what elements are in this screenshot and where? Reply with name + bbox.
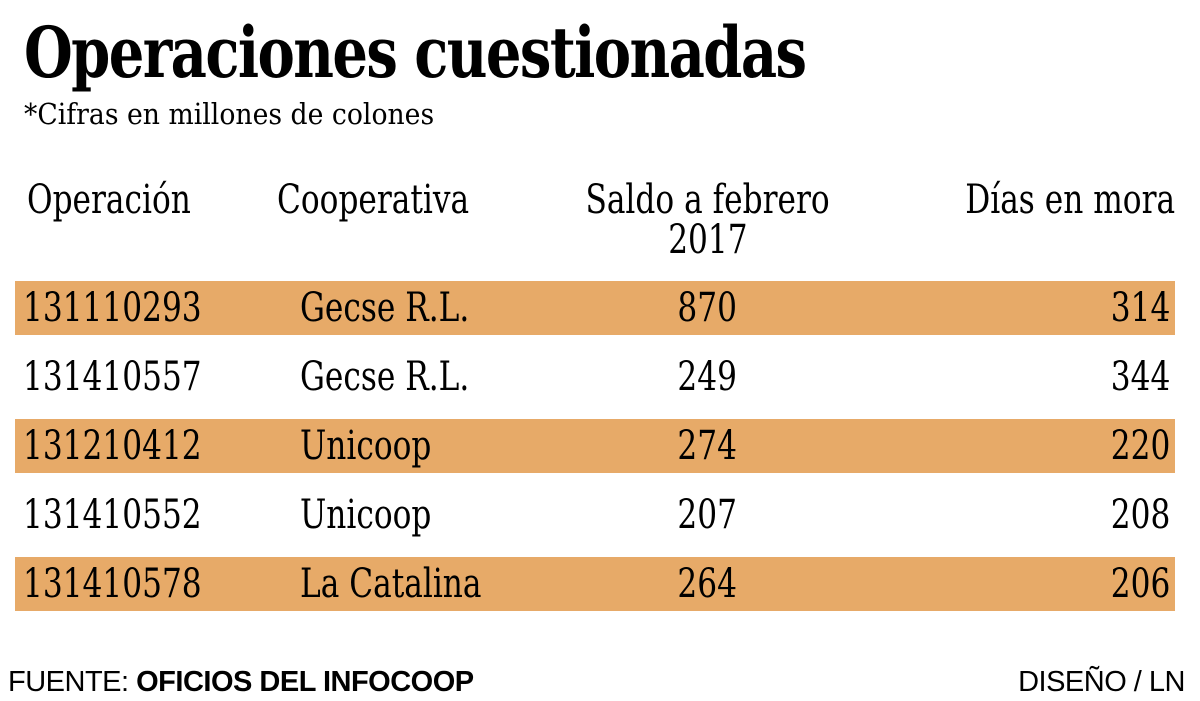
table-row: 131210412 Unicoop 274 220 — [15, 419, 1175, 473]
cell-operacion: 131410552 — [23, 492, 202, 538]
source-label: FUENTE: — [8, 666, 137, 698]
source-credit: FUENTE: OFICIOS DEL INFOCOOP — [8, 666, 474, 699]
cell-cooperativa: La Catalina — [300, 561, 482, 607]
cell-saldo: 207 — [677, 492, 738, 538]
cell-cooperativa: Gecse R.L. — [300, 354, 470, 400]
design-credit: DISEÑO / LN — [1018, 666, 1185, 698]
cell-saldo: 264 — [677, 561, 738, 607]
cell-cooperativa: Gecse R.L. — [300, 285, 470, 331]
cell-saldo: 870 — [677, 285, 738, 331]
table-body: 131110293 Gecse R.L. 870 314 131410557 G… — [15, 281, 1175, 626]
cell-operacion: 131410578 — [23, 561, 202, 607]
column-header-cooperativa: Cooperativa — [277, 177, 470, 223]
table-row: 131110293 Gecse R.L. 870 314 — [15, 281, 1175, 335]
cell-operacion: 131210412 — [23, 423, 202, 469]
cell-operacion: 131410557 — [23, 354, 202, 400]
table-row: 131410578 La Catalina 264 206 — [15, 557, 1175, 611]
cell-cooperativa: Unicoop — [300, 492, 432, 538]
cell-dias-mora: 344 — [1110, 354, 1170, 400]
footer: FUENTE: OFICIOS DEL INFOCOOP DISEÑO / LN — [8, 666, 1185, 699]
table-row: 131410557 Gecse R.L. 249 344 — [15, 350, 1175, 404]
subtitle-note: *Cifras en millones de colones — [24, 97, 435, 131]
cell-saldo: 274 — [677, 423, 738, 469]
cell-cooperativa: Unicoop — [300, 423, 432, 469]
table-row: 131410552 Unicoop 207 208 — [15, 488, 1175, 542]
cell-dias-mora: 314 — [1110, 285, 1170, 331]
table-header-row: Operación Cooperativa Saldo a febrero 20… — [15, 180, 1175, 260]
cell-dias-mora: 208 — [1110, 492, 1170, 538]
column-header-dias-mora: Días en mora — [965, 177, 1175, 223]
source-value: OFICIOS DEL INFOCOOP — [136, 666, 474, 698]
column-header-operacion: Operación — [27, 177, 191, 223]
cell-saldo: 249 — [677, 354, 738, 400]
page-title: Operaciones cuestionadas — [24, 11, 807, 94]
cell-dias-mora: 206 — [1110, 561, 1170, 607]
cell-operacion: 131110293 — [23, 285, 202, 331]
cell-dias-mora: 220 — [1110, 423, 1170, 469]
column-header-saldo: Saldo a febrero 2017 — [585, 177, 830, 263]
